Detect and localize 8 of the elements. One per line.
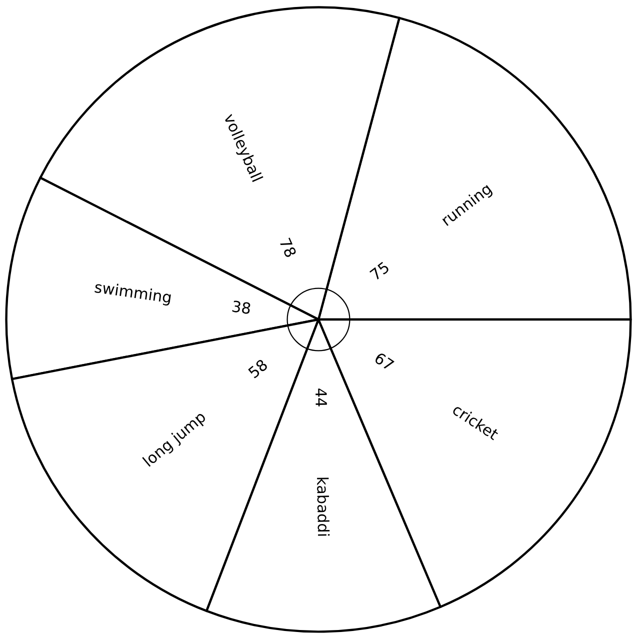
data-label: 58 <box>248 358 268 379</box>
data-label: 67 <box>374 352 395 371</box>
data-label: 78 <box>279 238 297 258</box>
data-label: 44 <box>315 388 327 406</box>
slice-label: kabaddi <box>316 478 330 536</box>
data-label: 75 <box>369 261 390 281</box>
data-label: 38 <box>232 300 251 314</box>
slice-label: swimming <box>94 280 172 306</box>
